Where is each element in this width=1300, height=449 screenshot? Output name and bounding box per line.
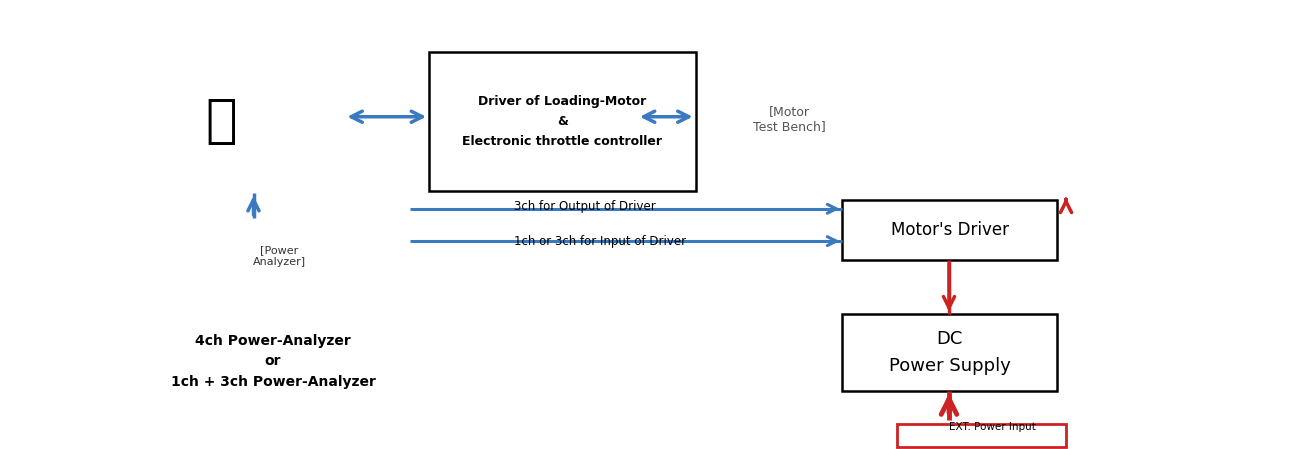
Text: 1ch or 3ch for Input of Driver: 1ch or 3ch for Input of Driver	[514, 235, 685, 247]
Text: DC
Power Supply: DC Power Supply	[889, 330, 1010, 374]
Text: 4ch Power-Analyzer
or
1ch + 3ch Power-Analyzer: 4ch Power-Analyzer or 1ch + 3ch Power-An…	[170, 334, 376, 389]
FancyBboxPatch shape	[429, 52, 696, 191]
FancyBboxPatch shape	[842, 200, 1057, 260]
Text: Driver of Loading-Motor
&
Electronic throttle controller: Driver of Loading-Motor & Electronic thr…	[463, 95, 662, 148]
Text: 3ch for Output of Driver: 3ch for Output of Driver	[514, 200, 655, 213]
FancyBboxPatch shape	[897, 424, 1066, 447]
FancyBboxPatch shape	[842, 314, 1057, 391]
Text: EXT. Power Input: EXT. Power Input	[949, 423, 1036, 432]
Text: Motor's Driver: Motor's Driver	[891, 221, 1009, 239]
